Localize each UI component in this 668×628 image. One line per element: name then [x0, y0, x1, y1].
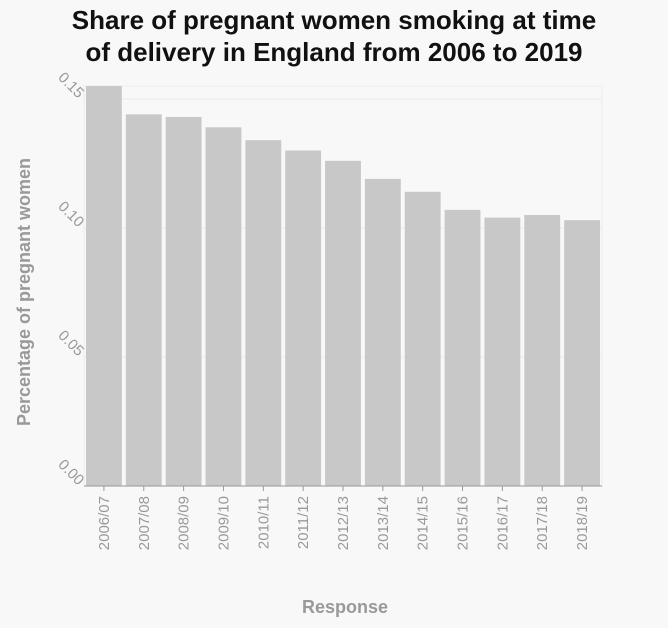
- bar-2007-08: [125, 114, 162, 487]
- y-tick-label: 0.00: [55, 456, 88, 489]
- y-tick-label: 0.05: [55, 327, 88, 360]
- x-tick-label: 2007/08: [136, 496, 153, 550]
- chart-title: Share of pregnant women smoking at time …: [0, 4, 668, 68]
- x-tick-label: 2013/14: [375, 496, 392, 550]
- y-axis-title: Percentage of pregnant women: [14, 158, 34, 426]
- x-tick-label: 2014/15: [415, 496, 432, 550]
- bar-2015-16: [444, 209, 481, 486]
- y-tick-label: 0.15: [55, 69, 88, 102]
- x-tick-label: 2009/10: [215, 496, 232, 550]
- bar-2018-19: [564, 220, 601, 486]
- bar-2011-12: [285, 150, 322, 487]
- x-axis-title: Response: [302, 597, 388, 617]
- bar-2008-09: [165, 116, 202, 486]
- y-tick-label: 0.10: [55, 198, 88, 231]
- bar-2012-13: [325, 160, 361, 486]
- x-tick-label: 2011/12: [295, 496, 312, 549]
- x-tick-label: 2010/11: [255, 496, 272, 549]
- x-tick-label: 2006/07: [96, 496, 113, 550]
- x-tick-label: 2017/18: [534, 496, 551, 550]
- bar-2017-18: [524, 215, 561, 486]
- bar-2010-11: [245, 140, 282, 486]
- x-tick-label: 2016/17: [494, 496, 511, 550]
- chart-title-line-1: Share of pregnant women smoking at time: [71, 5, 597, 35]
- bar-2013-14: [364, 178, 401, 486]
- bar-2014-15: [404, 191, 441, 486]
- x-tick-label: 2012/13: [335, 496, 352, 550]
- bar-2016-17: [484, 217, 521, 486]
- bar-2009-10: [205, 127, 242, 487]
- x-tick-label: 2018/19: [574, 496, 591, 550]
- x-tick-label: 2008/09: [176, 496, 193, 550]
- bar-2006-07: [85, 86, 122, 486]
- chart-title-line-2: of delivery in England from 2006 to 2019: [85, 37, 583, 67]
- x-tick-label: 2015/16: [455, 496, 472, 550]
